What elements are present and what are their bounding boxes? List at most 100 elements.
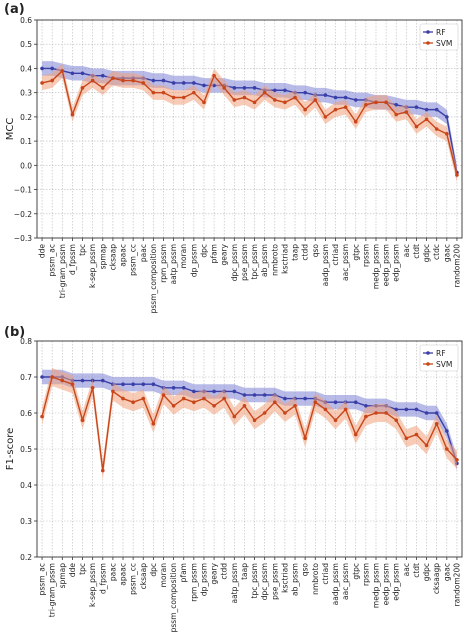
x-tick-label: ab_pssm: [260, 244, 269, 277]
x-tick-label: paac: [108, 563, 117, 581]
x-tick-label: dpc: [149, 563, 158, 577]
y-tick-label: 0.5: [20, 445, 32, 454]
data-point-svm: [80, 418, 85, 423]
data-point-rf: [364, 404, 368, 408]
data-point-svm: [202, 396, 206, 401]
x-tick-label: nmbroto: [311, 563, 320, 595]
y-axis-label: MCC: [5, 118, 16, 141]
x-tick-label: qso: [311, 244, 320, 258]
x-tick-label: d_fpssm: [98, 563, 107, 594]
data-point-rf: [80, 378, 85, 383]
data-point-svm: [272, 400, 277, 405]
data-point-svm: [171, 404, 176, 408]
series-band-rf: [42, 61, 457, 180]
data-point-svm: [343, 105, 348, 109]
data-point-svm: [414, 124, 419, 129]
data-point-rf: [131, 382, 135, 387]
y-tick-label: 0.2: [20, 113, 32, 122]
data-point-rf: [283, 396, 287, 401]
data-point-svm: [50, 375, 54, 379]
data-point-rf: [272, 88, 277, 93]
data-point-svm: [343, 407, 348, 412]
data-point-svm: [303, 107, 307, 112]
x-tick-label: dpc_pssm: [260, 563, 269, 600]
data-point-rf: [40, 66, 44, 71]
data-point-rf: [141, 382, 146, 387]
x-tick-label: aatp_pssm: [230, 563, 239, 604]
data-point-svm: [161, 90, 166, 95]
x-tick-label: rpssm: [361, 563, 370, 586]
data-point-rf: [212, 389, 216, 394]
data-point-rf: [242, 86, 247, 90]
y-tick-label: −0.1: [14, 186, 32, 195]
y-tick-label: 0.6: [20, 409, 32, 418]
data-point-svm: [212, 73, 216, 78]
x-tick-label: ctdc: [432, 244, 441, 260]
data-point-rf: [252, 86, 257, 90]
data-point-rf: [404, 407, 409, 412]
data-point-rf: [181, 81, 186, 85]
y-tick-label: 0.1: [20, 137, 32, 146]
x-tick-label: apaac: [119, 244, 128, 267]
data-point-svm: [384, 411, 388, 415]
data-point-rf: [202, 83, 206, 88]
data-point-svm: [434, 127, 439, 131]
data-point-rf: [192, 389, 196, 394]
data-point-svm: [353, 119, 358, 124]
data-point-svm: [455, 458, 459, 462]
x-tick-label: pfam: [179, 563, 188, 582]
data-point-svm: [434, 422, 439, 426]
x-tick-label: ctdd: [301, 244, 310, 261]
y-tick-label: 0.3: [20, 89, 32, 98]
plot-frame: [36, 340, 463, 558]
data-point-svm: [151, 90, 156, 95]
data-point-svm: [353, 432, 358, 437]
x-tick-label: tpc: [78, 563, 87, 575]
x-tick-label: cksaagp: [432, 563, 441, 594]
x-tick-label: aadp_pssm: [321, 244, 330, 286]
y-tick-label: −0.2: [14, 210, 32, 219]
x-tick-label: pssm_cc: [129, 244, 138, 276]
data-point-rf: [161, 78, 166, 83]
x-tick-label: taap: [291, 244, 300, 261]
legend-marker-svm: [426, 362, 430, 366]
x-tick-label: pssm_ac: [38, 563, 47, 595]
data-point-rf: [100, 73, 105, 78]
data-point-svm: [283, 100, 287, 105]
data-point-svm: [131, 78, 135, 83]
x-tick-label: gtpc: [351, 563, 360, 580]
data-point-svm: [262, 90, 267, 95]
y-axis-label: F1-score: [5, 428, 16, 471]
data-point-svm: [232, 98, 237, 102]
y-tick-label: 0.4: [20, 481, 32, 490]
x-tick-label: pssm_cc: [129, 563, 138, 595]
data-point-svm: [100, 86, 105, 90]
x-tick-label: spmap: [58, 563, 67, 589]
panel-b-f1-chart: (b) 0.2 0.3 0.4 0.5 0.6 0.7 0.8 pssm_ac tri-gram…: [4, 325, 463, 633]
x-tick-label: edp_pssm: [392, 244, 401, 282]
data-point-svm: [445, 447, 449, 451]
legend-marker-rf: [426, 351, 430, 355]
x-tick-label: eedp_pssm: [382, 244, 391, 286]
x-tick-label: gdpc: [422, 244, 431, 262]
data-point-svm: [80, 86, 85, 90]
x-tick-label: ctriad: [331, 244, 340, 266]
x-tick-label: pssm_composition: [169, 563, 178, 633]
data-point-svm: [181, 396, 186, 401]
data-point-rf: [353, 400, 358, 405]
x-tick-label: rpm_pssm: [189, 563, 198, 602]
x-tick-label: ctdd: [220, 563, 229, 580]
data-point-svm: [222, 396, 227, 401]
data-point-rf: [353, 98, 358, 102]
x-tick-label: apaac: [119, 563, 128, 586]
data-point-svm: [151, 422, 156, 426]
data-point-svm: [141, 396, 146, 401]
y-tick-label: 0.0: [20, 161, 32, 170]
data-point-svm: [121, 78, 125, 83]
x-tick-label: rpm_pssm: [159, 244, 168, 283]
x-tick-label: dpc: [199, 244, 208, 258]
data-point-svm: [70, 382, 75, 387]
x-tick-label: dp_pssm: [199, 563, 208, 596]
panel-b-label: (b): [4, 325, 25, 340]
x-tick-label: tri-gram_pssm: [48, 563, 57, 617]
